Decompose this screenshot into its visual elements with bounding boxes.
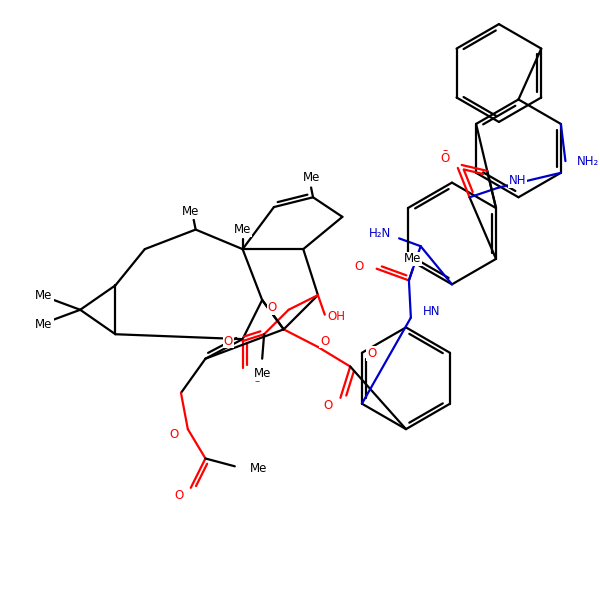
- Text: Me: Me: [182, 205, 199, 218]
- Text: O: O: [441, 152, 450, 164]
- Text: OH: OH: [328, 310, 346, 323]
- Text: Me: Me: [253, 367, 271, 380]
- Text: Me: Me: [35, 318, 53, 331]
- Text: HN: HN: [422, 305, 440, 318]
- Text: O: O: [170, 428, 179, 442]
- Text: O: O: [253, 372, 262, 385]
- Text: O: O: [320, 335, 329, 347]
- Text: O: O: [175, 489, 184, 502]
- Text: Me: Me: [404, 253, 422, 265]
- Text: Me: Me: [35, 289, 53, 302]
- Text: O: O: [323, 399, 332, 412]
- Text: O: O: [367, 347, 376, 361]
- Text: O: O: [441, 149, 450, 162]
- Text: NH: NH: [509, 174, 526, 187]
- Text: Me: Me: [302, 171, 320, 184]
- Text: Me: Me: [250, 462, 267, 475]
- Text: O: O: [224, 335, 233, 347]
- Text: H₂N: H₂N: [369, 227, 391, 240]
- Text: O: O: [355, 260, 364, 273]
- Text: O: O: [268, 301, 277, 314]
- Text: Me: Me: [234, 223, 251, 236]
- Text: NH₂: NH₂: [577, 155, 599, 167]
